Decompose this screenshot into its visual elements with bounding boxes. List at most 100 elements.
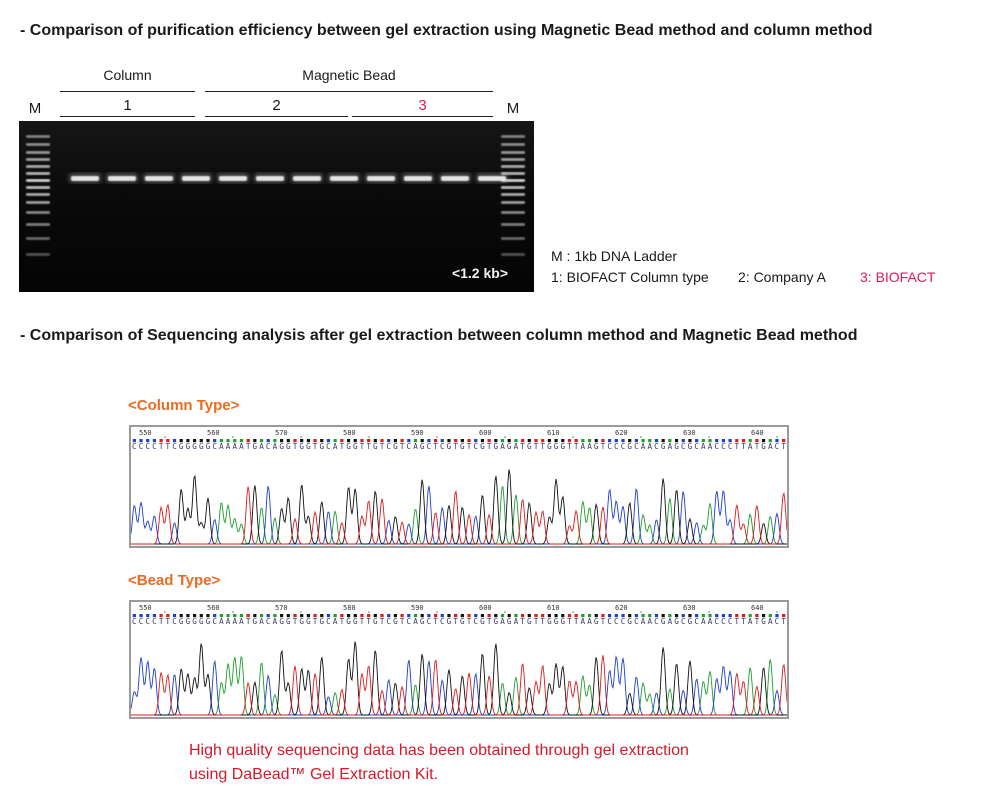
position-tick-label: 640: [751, 429, 764, 437]
base-call-marker: [152, 614, 157, 618]
ladder-band: [26, 143, 50, 146]
base-call-letter: T: [755, 442, 760, 451]
base-call-letter: G: [319, 617, 324, 626]
base-call-marker: [259, 614, 264, 618]
base-call-marker: [253, 439, 257, 443]
base-call-marker: [454, 614, 458, 618]
base-call-letter: G: [186, 442, 191, 451]
base-call-letter: T: [433, 442, 438, 451]
base-call-letter: C: [145, 617, 150, 626]
base-call-letter: T: [574, 442, 579, 451]
base-call-letter: C: [775, 617, 780, 626]
base-call-marker: [641, 439, 645, 443]
base-call-letter: G: [674, 442, 679, 451]
base-call-letter: G: [527, 442, 532, 451]
base-call-marker: [648, 439, 652, 443]
base-call-marker: [286, 614, 290, 618]
base-call-marker: [460, 614, 464, 618]
base-call-letter: C: [407, 617, 412, 626]
base-call-marker: [219, 614, 223, 618]
base-call-marker: [360, 439, 364, 443]
base-call-marker: [487, 439, 491, 443]
base-call-letter: T: [360, 617, 365, 626]
base-call-marker: [460, 439, 464, 443]
base-call-letter: A: [701, 617, 706, 626]
base-call-letter: T: [340, 442, 345, 451]
base-call-marker: [219, 439, 223, 443]
base-call-letter: C: [326, 617, 331, 626]
base-call-marker: [306, 614, 310, 618]
base-call-marker: [621, 439, 625, 443]
base-call-letter: C: [326, 442, 331, 451]
base-call-letter: T: [380, 442, 385, 451]
base-call-marker: [594, 614, 598, 618]
section2-heading: - Comparison of Sequencing analysis afte…: [20, 327, 858, 344]
base-call-marker: [159, 614, 163, 618]
base-call-marker: [139, 614, 143, 618]
ladder-band: [501, 158, 525, 161]
base-call-letter: C: [721, 617, 726, 626]
base-call-marker: [146, 439, 150, 443]
base-call-marker: [233, 614, 237, 618]
base-call-marker: [440, 439, 444, 443]
base-call-letter: G: [179, 617, 184, 626]
band-size-label: <1.2 kb>: [451, 265, 508, 281]
lane-label-marker-right: M: [506, 100, 520, 117]
base-call-letter: T: [313, 442, 318, 451]
base-call-marker: [587, 614, 592, 618]
base-call-letter: A: [413, 617, 418, 626]
legend-ladder: M : 1kb DNA Ladder: [551, 248, 678, 264]
base-call-letter: G: [447, 442, 452, 451]
base-call-letter: G: [199, 442, 204, 451]
base-call-letter: T: [246, 617, 251, 626]
base-call-marker: [179, 439, 183, 443]
base-call-letter: C: [728, 442, 733, 451]
base-call-letter: A: [768, 617, 773, 626]
gel-electrophoresis-image: <1.2 kb>: [19, 121, 534, 292]
sample-band: [219, 176, 247, 181]
base-call-letter: C: [654, 442, 659, 451]
base-call-letter: T: [166, 442, 171, 451]
base-call-letter: G: [661, 617, 666, 626]
base-call-marker: [427, 614, 431, 618]
base-call-marker: [755, 439, 759, 443]
ladder-band: [501, 193, 525, 196]
base-call-letter: C: [152, 617, 157, 626]
base-call-letter: A: [768, 442, 773, 451]
base-call-letter: C: [654, 617, 659, 626]
base-call-marker: [433, 439, 438, 443]
ladder-band: [501, 151, 525, 154]
base-call-marker: [614, 614, 618, 618]
base-call-marker: [132, 614, 136, 618]
base-call-letter: G: [279, 442, 284, 451]
base-call-marker: [246, 439, 250, 443]
base-call-marker: [186, 614, 190, 618]
base-call-letter: A: [259, 442, 264, 451]
base-call-marker: [266, 614, 270, 618]
base-call-letter: A: [748, 442, 753, 451]
base-call-marker: [346, 614, 351, 618]
base-call-letter: T: [400, 617, 405, 626]
base-call-marker: [326, 614, 331, 618]
position-tick-label: 600: [479, 429, 492, 437]
base-call-marker: [206, 614, 210, 618]
legend-item-2: 2: Company A: [738, 269, 826, 285]
base-call-marker: [735, 439, 739, 443]
base-call-letter: G: [186, 617, 191, 626]
base-call-letter: A: [647, 617, 652, 626]
lane-underline-2: [205, 116, 348, 117]
ladder-band: [501, 201, 525, 204]
base-call-letter: A: [413, 442, 418, 451]
base-call-letter: G: [346, 442, 351, 451]
base-call-marker: [447, 614, 451, 618]
ladder-band: [26, 158, 50, 161]
base-call-letter: G: [627, 442, 632, 451]
base-call-marker: [674, 439, 679, 443]
base-call-letter: A: [273, 617, 278, 626]
base-call-letter: G: [299, 442, 304, 451]
base-call-letter: C: [473, 617, 478, 626]
base-call-marker: [139, 439, 143, 443]
base-call-marker: [413, 439, 418, 443]
base-call-letter: G: [661, 442, 666, 451]
base-call-letter: T: [601, 442, 606, 451]
